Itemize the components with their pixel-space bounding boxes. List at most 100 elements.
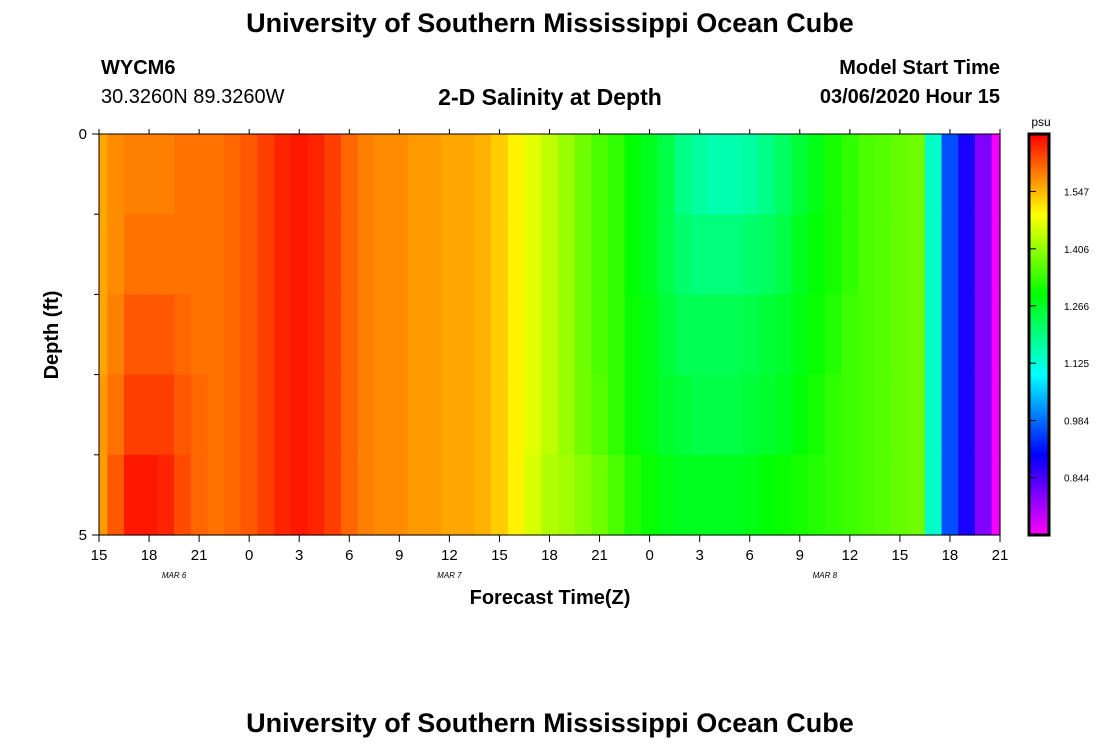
heatmap-cell (190, 214, 209, 295)
heatmap-cell (524, 134, 542, 215)
heatmap-cell (274, 214, 292, 295)
heatmap-cell (374, 294, 392, 376)
heatmap-cell (824, 454, 843, 536)
heatmap-cell (207, 294, 225, 376)
heatmap-cell (357, 214, 375, 295)
heatmap-cell (724, 454, 742, 536)
heatmap-cell (474, 374, 492, 456)
heatmap-cell (674, 294, 692, 376)
x-tick-label: 21 (992, 547, 1009, 564)
heatmap-cell (574, 134, 592, 215)
heatmap-cell (424, 214, 442, 295)
heatmap-cell (174, 454, 192, 536)
page-title-bottom: University of Southern Mississippi Ocean… (246, 708, 854, 738)
heatmap-cell (190, 294, 209, 376)
heatmap-cell (207, 134, 225, 215)
heatmap-cell (824, 374, 843, 456)
heatmap-cell (891, 294, 909, 376)
heatmap-cell (507, 214, 526, 295)
heatmap-cell (207, 454, 225, 536)
heatmap-cell (974, 374, 993, 456)
heatmap-cell (841, 134, 859, 215)
heatmap-cell (524, 294, 542, 376)
heatmap-cell (240, 454, 259, 536)
heatmap-cell (991, 374, 1001, 456)
heatmap-cell (274, 454, 292, 536)
heatmap-cell (891, 454, 909, 536)
heatmap-cell (908, 454, 926, 536)
heatmap-cell (541, 294, 559, 376)
heatmap-cell (874, 374, 893, 456)
heatmap-cell (908, 294, 926, 376)
heatmap-cell (541, 134, 559, 215)
heatmap-cell (758, 294, 776, 376)
x-tick-label: 9 (395, 547, 403, 564)
heatmap-cell (307, 374, 325, 456)
heatmap-cell (591, 374, 609, 456)
heatmap-cell (991, 214, 1001, 295)
heatmap-cell (324, 374, 342, 456)
heatmap-cell (641, 454, 659, 536)
heatmap-cell (774, 454, 793, 536)
heatmap-cell (491, 214, 509, 295)
heatmap-cell (224, 134, 242, 215)
heatmap-cell (708, 134, 726, 215)
heatmap-cell (941, 294, 959, 376)
heatmap-cell (207, 214, 225, 295)
heatmap-cell (124, 134, 142, 215)
heatmap-cell (157, 294, 175, 376)
y-axis-label: Depth (ft) (41, 291, 63, 380)
x-tick-label: 18 (541, 547, 558, 564)
heatmap-cell (791, 454, 809, 536)
heatmap-cell (874, 214, 893, 295)
heatmap-cell (791, 374, 809, 456)
heatmap-cell (507, 454, 526, 536)
colorbar-tick-label: 1.266 (1064, 302, 1089, 313)
heatmap-cell (290, 214, 309, 295)
heatmap-cell (257, 134, 275, 215)
heatmap-cell (591, 134, 609, 215)
heatmap-cell (274, 374, 292, 456)
x-date-label: MAR 8 (813, 571, 838, 580)
heatmap-cell (991, 454, 1001, 536)
heatmap-cell (557, 214, 576, 295)
heatmap-cell (457, 454, 476, 536)
station-id: WYCM6 (101, 57, 176, 79)
heatmap-cell (624, 454, 642, 536)
heatmap-cell (357, 454, 375, 536)
heatmap-cell (891, 134, 909, 215)
heatmap-cell (691, 454, 709, 536)
heatmap-cell (240, 214, 259, 295)
heatmap-cell (624, 214, 642, 295)
heatmap-cell (758, 214, 776, 295)
heatmap-cell (758, 374, 776, 456)
heatmap-cell (99, 134, 108, 215)
heatmap-cell (507, 134, 526, 215)
heatmap-cell (974, 214, 993, 295)
x-tick-label: 0 (645, 547, 653, 564)
heatmap-cell (708, 454, 726, 536)
heatmap-cell (941, 214, 959, 295)
heatmap-cell (324, 134, 342, 215)
heatmap-cell (174, 214, 192, 295)
heatmap-cell (390, 134, 409, 215)
heatmap-cell (374, 454, 392, 536)
heatmap-cell (774, 294, 793, 376)
heatmap-cell (190, 374, 209, 456)
heatmap-cell (124, 374, 142, 456)
heatmap-cell (99, 374, 108, 456)
heatmap-cell (140, 134, 158, 215)
heatmap-cell (924, 294, 943, 376)
heatmap-cell (491, 134, 509, 215)
heatmap-cell (724, 374, 742, 456)
colorbar-tick-label: 1.547 (1064, 187, 1089, 198)
heatmap-cell (324, 454, 342, 536)
colorbar-bar (1027, 132, 1051, 537)
x-axis-label: Forecast Time(Z) (470, 587, 631, 609)
heatmap-cell (808, 374, 826, 456)
heatmap-cell (891, 214, 909, 295)
heatmap-cell (607, 454, 626, 536)
heatmap-cell (457, 134, 476, 215)
heatmap-cell (374, 214, 392, 295)
heatmap-cell (340, 294, 359, 376)
